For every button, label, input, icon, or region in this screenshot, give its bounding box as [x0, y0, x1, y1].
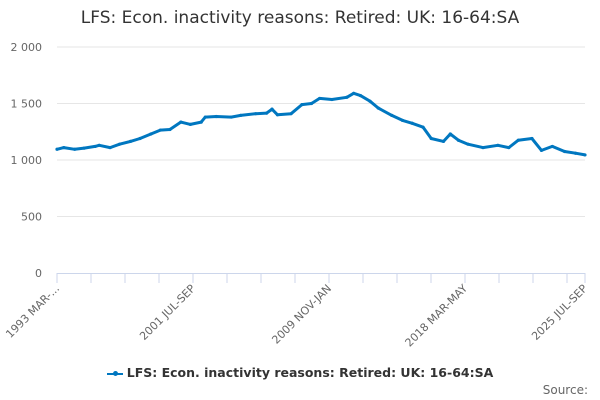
- x-tick-label: 2025 JUL-SEP: [529, 282, 590, 343]
- data-point: [496, 143, 500, 147]
- data-point: [376, 106, 380, 110]
- data-point: [128, 139, 133, 143]
- data-point: [448, 132, 452, 136]
- data-point: [149, 132, 153, 136]
- data-point: [117, 142, 122, 146]
- data-point: [188, 122, 192, 127]
- data-point: [352, 91, 356, 95]
- data-point: [539, 148, 544, 152]
- data-point: [421, 125, 425, 129]
- data-point: [254, 112, 258, 116]
- data-point: [62, 145, 66, 150]
- data-point: [358, 93, 363, 98]
- data-point: [138, 136, 142, 141]
- legend-label: LFS: Econ. inactivity reasons: Retired: …: [126, 365, 494, 380]
- data-point: [289, 112, 293, 116]
- data-point: [401, 118, 405, 123]
- data-point: [507, 145, 511, 150]
- data-point: [73, 147, 77, 151]
- data-point: [573, 151, 578, 155]
- data-point: [390, 113, 394, 117]
- data-point: [562, 149, 567, 154]
- data-point: [168, 127, 172, 132]
- data-point: [330, 97, 334, 102]
- data-point: [466, 142, 470, 146]
- legend-line-marker-icon: [106, 371, 123, 376]
- data-point: [456, 138, 461, 142]
- data-point: [199, 120, 203, 124]
- data-point: [82, 146, 86, 150]
- data-point: [179, 120, 183, 124]
- data-point: [214, 114, 218, 119]
- data-point: [275, 113, 280, 117]
- data-point: [429, 136, 433, 141]
- y-tick-label: 1 500: [11, 98, 43, 111]
- data-point: [93, 144, 97, 149]
- data-point: [441, 139, 446, 143]
- x-tick-label: 2001 JUL-SEP: [137, 282, 198, 343]
- y-tick-label: 0: [35, 267, 42, 280]
- y-tick-label: 2 000: [11, 41, 43, 54]
- series-line: [56, 91, 586, 157]
- data-point: [309, 101, 314, 106]
- data-point: [239, 113, 243, 117]
- data-point: [345, 95, 349, 99]
- data-point: [203, 115, 207, 119]
- data-point: [270, 107, 274, 111]
- data-point: [300, 103, 304, 107]
- data-point: [229, 115, 233, 119]
- data-point: [410, 121, 414, 125]
- source-label: Source:: [542, 383, 588, 397]
- data-point: [158, 128, 163, 132]
- y-tick-label: 500: [21, 211, 42, 224]
- chart-title: LFS: Econ. inactivity reasons: Retired: …: [80, 8, 520, 28]
- x-tick-label: 2009 NOV-JAN: [269, 282, 334, 347]
- y-tick-label: 1 000: [11, 154, 43, 167]
- data-point: [108, 145, 112, 150]
- data-point: [264, 111, 269, 115]
- legend[interactable]: LFS: Econ. inactivity reasons: Retired: …: [0, 365, 600, 380]
- data-point: [368, 99, 372, 103]
- data-point: [318, 96, 322, 101]
- data-point: [530, 136, 534, 141]
- data-point: [97, 143, 101, 147]
- data-point: [516, 138, 520, 142]
- data-point: [550, 144, 554, 149]
- x-tick-label: 1993 MAR-...: [3, 282, 62, 341]
- x-tick-label: 2018 MAR-MAY: [403, 282, 471, 350]
- data-point: [481, 145, 485, 150]
- data-point: [55, 147, 59, 151]
- data-point: [583, 153, 587, 157]
